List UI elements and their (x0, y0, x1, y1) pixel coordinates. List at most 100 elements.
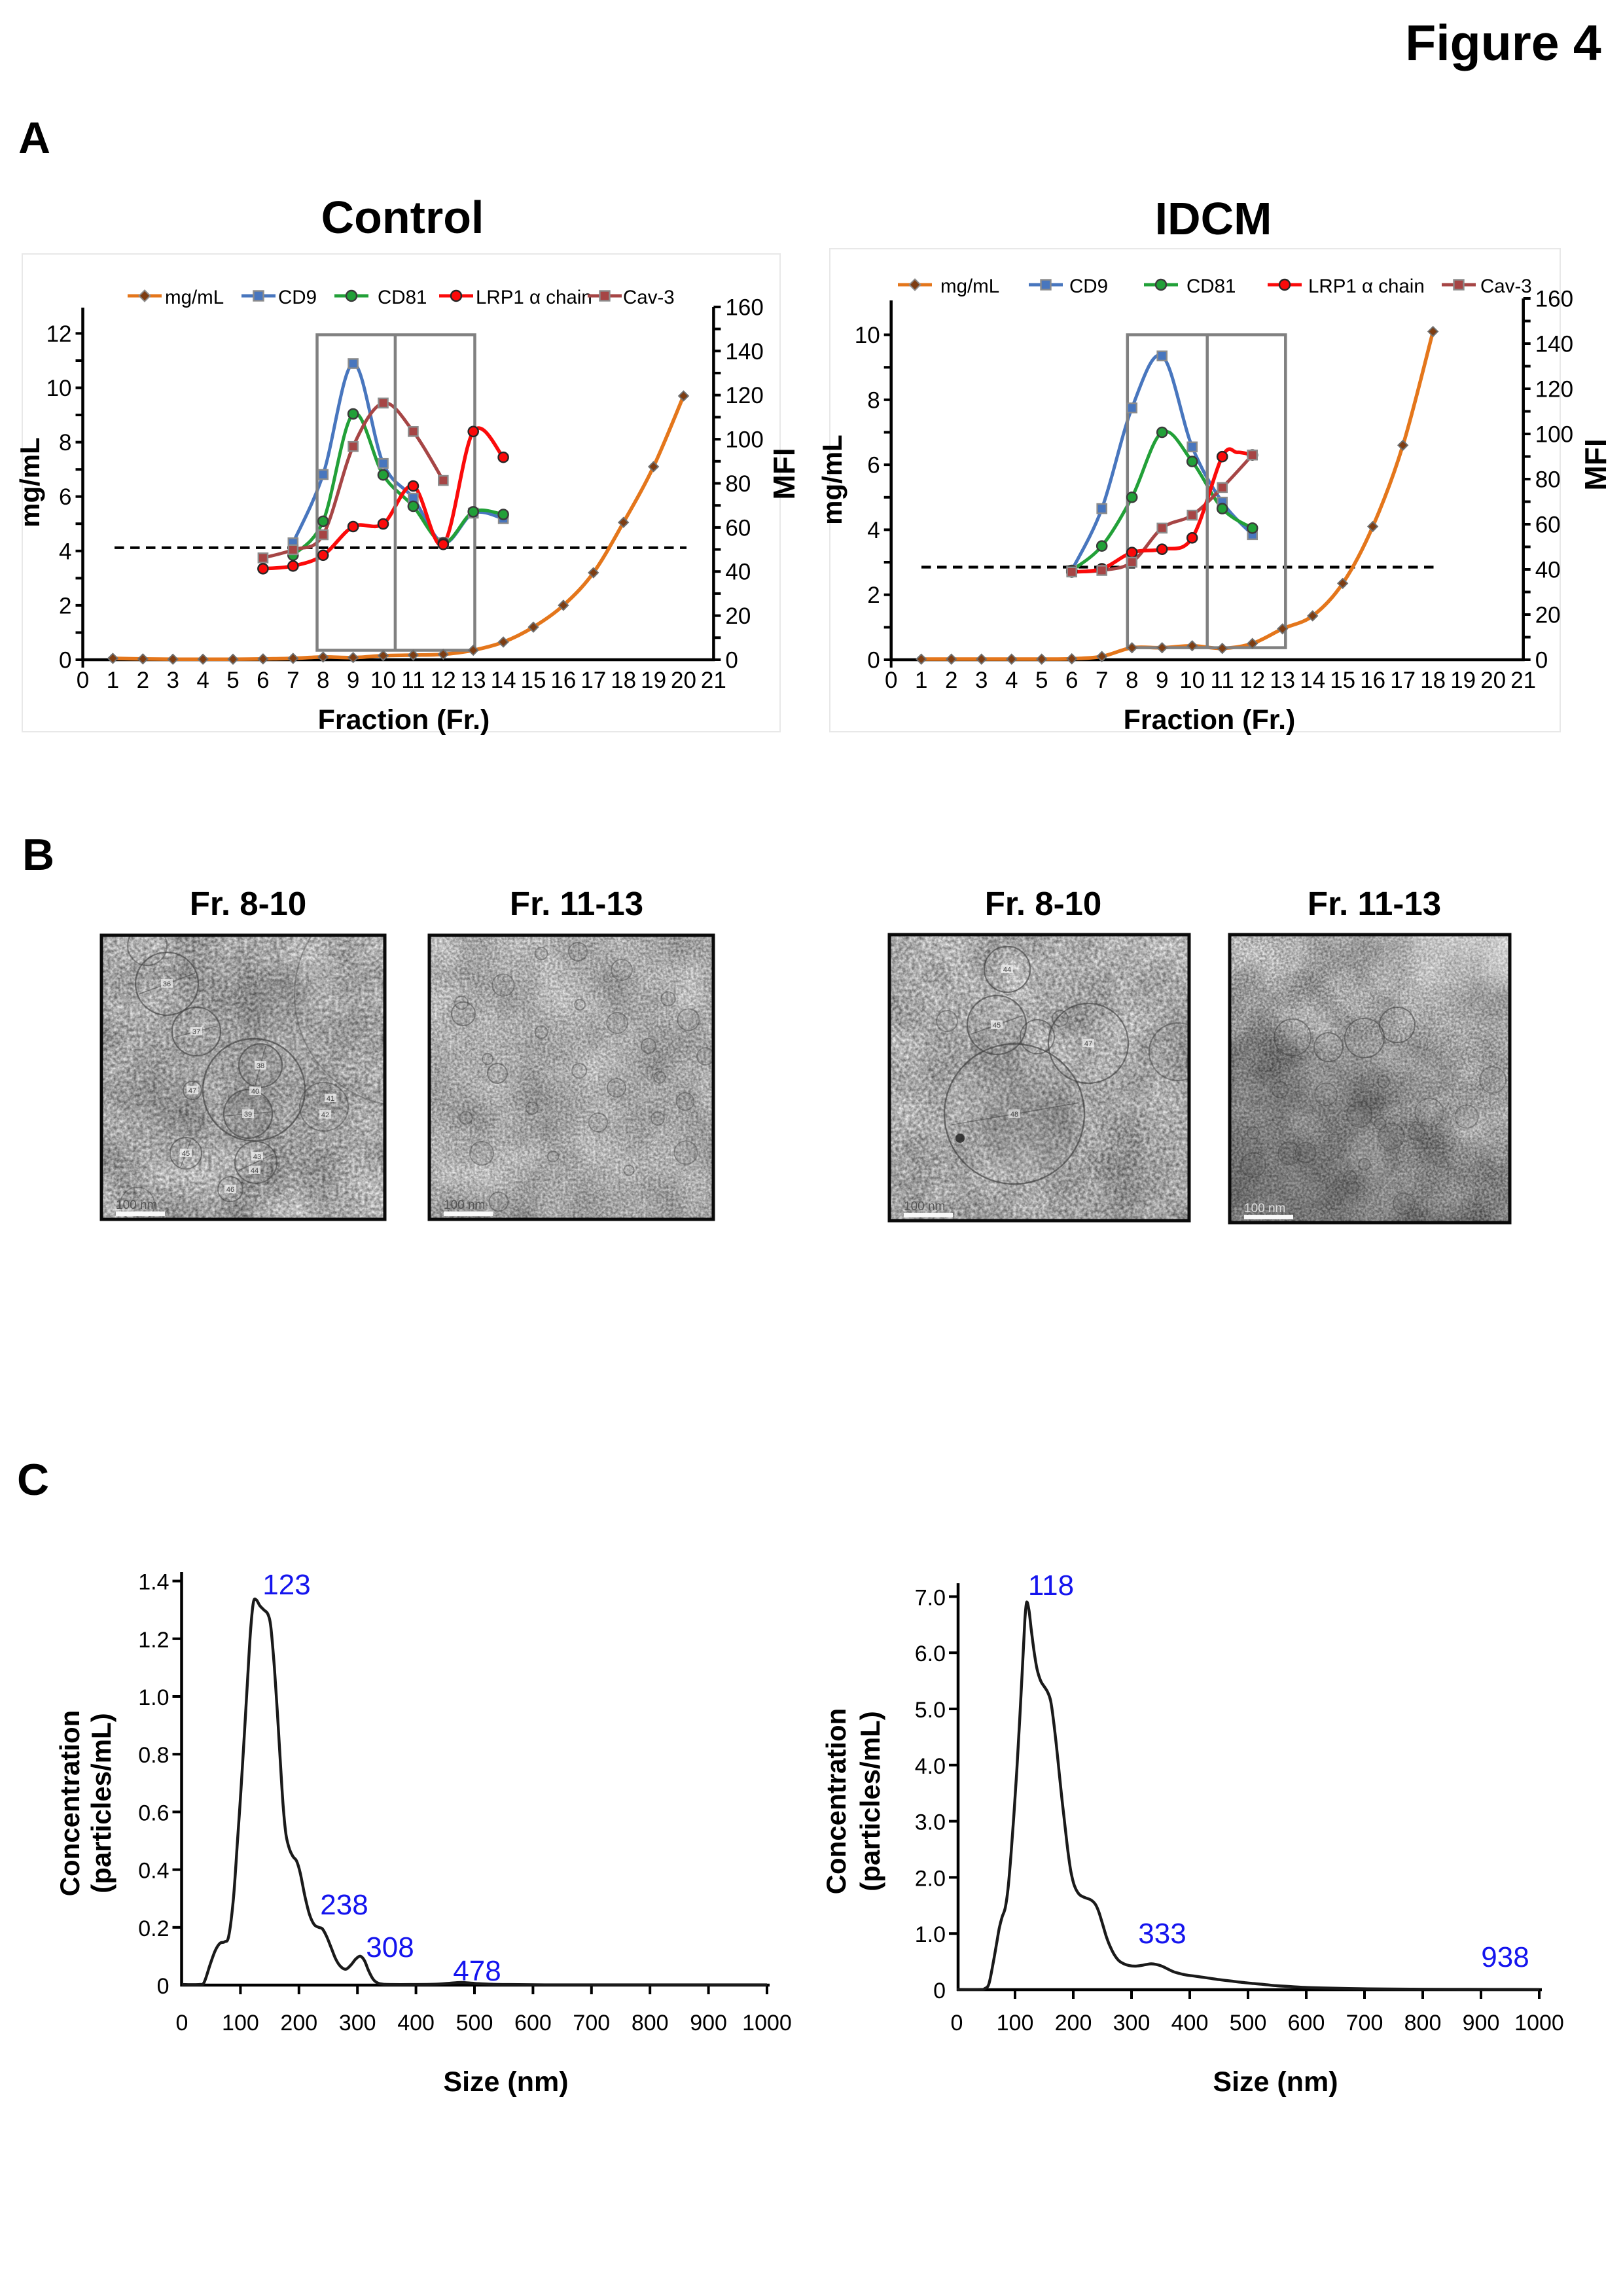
svg-text:2: 2 (137, 668, 149, 693)
svg-text:43: 43 (253, 1153, 261, 1161)
svg-text:15: 15 (521, 668, 546, 693)
svg-text:Fraction (Fr.): Fraction (Fr.) (318, 704, 490, 736)
svg-text:100: 100 (997, 2011, 1034, 2036)
svg-text:12: 12 (46, 321, 72, 347)
svg-text:19: 19 (641, 668, 666, 693)
svg-text:160: 160 (1535, 287, 1573, 312)
svg-text:14: 14 (1300, 668, 1325, 693)
svg-text:938: 938 (1481, 1941, 1529, 1973)
svg-text:4.0: 4.0 (915, 1754, 946, 1779)
svg-text:8: 8 (867, 387, 880, 413)
svg-text:0.8: 0.8 (138, 1743, 169, 1768)
svg-text:333: 333 (1138, 1918, 1186, 1950)
svg-text:0: 0 (725, 648, 738, 673)
svg-text:0: 0 (77, 668, 89, 693)
svg-text:4: 4 (867, 518, 880, 543)
svg-text:1.2: 1.2 (138, 1628, 169, 1653)
svg-text:46: 46 (226, 1186, 234, 1194)
svg-text:mg/mL: mg/mL (817, 435, 847, 525)
svg-text:120: 120 (725, 383, 763, 408)
svg-text:4: 4 (196, 668, 209, 693)
svg-text:Concentration: Concentration (54, 1710, 85, 1897)
svg-text:45: 45 (993, 1022, 1001, 1030)
svg-text:17: 17 (1390, 668, 1416, 693)
svg-text:mg/mL: mg/mL (14, 437, 45, 528)
svg-text:17: 17 (580, 668, 606, 693)
svg-text:6: 6 (867, 453, 880, 478)
svg-text:238: 238 (320, 1889, 368, 1921)
svg-text:200: 200 (1055, 2011, 1092, 2036)
svg-text:0: 0 (885, 668, 897, 693)
svg-text:14: 14 (491, 668, 516, 693)
svg-text:LRP1 α chain: LRP1 α chain (476, 287, 592, 308)
svg-text:36: 36 (163, 980, 171, 988)
svg-text:600: 600 (1288, 2011, 1325, 2036)
svg-text:12: 12 (431, 668, 456, 693)
svg-text:60: 60 (1535, 512, 1561, 538)
svg-text:1000: 1000 (1514, 2011, 1564, 2036)
svg-text:308: 308 (366, 1931, 414, 1964)
svg-text:3: 3 (166, 668, 179, 693)
svg-text:48: 48 (1010, 1111, 1018, 1119)
svg-text:5.0: 5.0 (915, 1698, 946, 1723)
svg-text:700: 700 (573, 2011, 610, 2036)
svg-text:0: 0 (59, 648, 71, 673)
svg-text:1: 1 (915, 668, 927, 693)
svg-text:6: 6 (257, 668, 269, 693)
svg-text:19: 19 (1450, 668, 1476, 693)
svg-text:47: 47 (188, 1087, 196, 1095)
svg-text:Cav-3: Cav-3 (623, 287, 675, 308)
svg-text:200: 200 (280, 2011, 317, 2036)
svg-text:13: 13 (1270, 668, 1295, 693)
svg-text:C: C (17, 1455, 49, 1505)
svg-text:1.0: 1.0 (138, 1685, 169, 1710)
svg-text:3: 3 (975, 668, 988, 693)
svg-text:123: 123 (262, 1569, 310, 1601)
svg-text:400: 400 (397, 2011, 435, 2036)
svg-text:478: 478 (453, 1955, 501, 1987)
svg-text:0.2: 0.2 (138, 1916, 169, 1941)
svg-text:60: 60 (725, 515, 751, 541)
svg-text:40: 40 (725, 560, 751, 585)
svg-text:B: B (22, 830, 54, 880)
svg-text:0.6: 0.6 (138, 1801, 169, 1825)
svg-text:Fr. 11-13: Fr. 11-13 (510, 885, 643, 922)
svg-text:0: 0 (157, 1974, 169, 1999)
svg-text:Fr. 8-10: Fr. 8-10 (190, 885, 307, 922)
svg-text:Size (nm): Size (nm) (443, 2066, 568, 2098)
svg-text:20: 20 (1480, 668, 1506, 693)
svg-text:MFI: MFI (767, 448, 801, 499)
svg-text:10: 10 (1179, 668, 1205, 693)
svg-text:mg/mL: mg/mL (165, 287, 224, 308)
svg-text:IDCM: IDCM (1155, 193, 1272, 244)
svg-text:80: 80 (725, 471, 751, 497)
svg-text:10: 10 (46, 376, 72, 401)
svg-text:40: 40 (1535, 558, 1561, 583)
svg-text:40: 40 (251, 1088, 259, 1096)
svg-text:0: 0 (933, 1979, 946, 2003)
svg-text:47: 47 (1084, 1040, 1092, 1048)
svg-text:21: 21 (701, 668, 726, 693)
svg-text:CD81: CD81 (1186, 276, 1236, 297)
svg-text:16: 16 (550, 668, 576, 693)
svg-text:7: 7 (1096, 668, 1108, 693)
svg-text:100: 100 (222, 2011, 259, 2036)
svg-text:LRP1 α chain: LRP1 α chain (1308, 276, 1425, 297)
svg-text:4: 4 (59, 539, 71, 564)
svg-text:12: 12 (1240, 668, 1265, 693)
svg-text:CD9: CD9 (1069, 276, 1108, 297)
svg-text:A: A (18, 113, 50, 163)
svg-text:5: 5 (226, 668, 239, 693)
svg-text:MFI: MFI (1578, 439, 1613, 490)
svg-text:7: 7 (287, 668, 299, 693)
svg-text:8: 8 (1126, 668, 1138, 693)
svg-text:100 nm: 100 nm (116, 1198, 157, 1212)
svg-text:9: 9 (347, 668, 359, 693)
svg-text:(particles/mL): (particles/mL) (855, 1711, 885, 1891)
svg-text:140: 140 (1535, 332, 1573, 357)
svg-text:100: 100 (725, 427, 763, 453)
svg-text:1000: 1000 (742, 2011, 792, 2036)
svg-text:CD9: CD9 (278, 287, 317, 308)
svg-text:41: 41 (327, 1095, 334, 1103)
svg-text:500: 500 (456, 2011, 493, 2036)
